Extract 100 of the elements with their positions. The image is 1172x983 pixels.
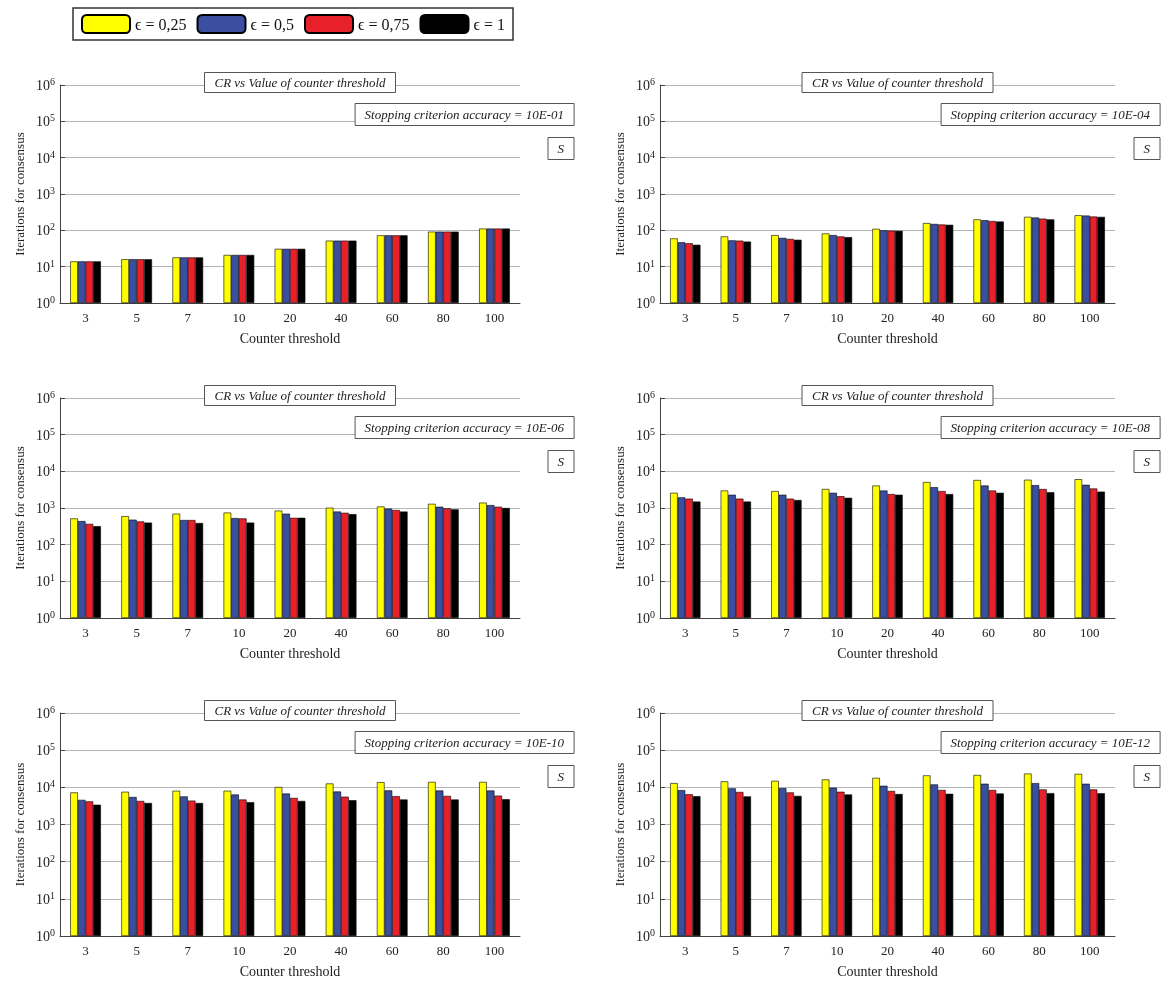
text: S xyxy=(1143,769,1151,784)
x-tick-label: 100 xyxy=(484,310,505,325)
y-tick-label: 10$^{5}$ xyxy=(36,111,55,130)
y-tick-label: 10$^{3}$ xyxy=(36,815,55,833)
x-tick-label: 10 xyxy=(232,943,246,958)
annotation: Stopping criterion accuracy = 10E-01 xyxy=(364,107,565,122)
legend-label: ϵ = 0,5 xyxy=(250,15,294,33)
x-tick-label: 60 xyxy=(385,310,399,325)
y-tick-label: 10$^{2}$ xyxy=(636,852,655,870)
y-tick-label: 10$^{5}$ xyxy=(36,740,55,759)
y-tick-label: 10$^{4}$ xyxy=(636,148,655,166)
annotation: Stopping criterion accuracy = 10E-08 xyxy=(950,420,1151,435)
text: S xyxy=(557,141,565,156)
annotation: Stopping criterion accuracy = 10E-06 xyxy=(364,420,565,435)
x-tick-label: 3 xyxy=(82,310,89,325)
x-tick-label: 40 xyxy=(931,943,945,958)
y-tick-label: 10$^{1}$ xyxy=(36,571,55,590)
x-tick-label: 100 xyxy=(484,943,505,958)
text: S xyxy=(1143,454,1151,469)
y-tick-label: 10$^{0}$ xyxy=(636,926,655,944)
x-tick-label: 100 xyxy=(1079,310,1100,325)
x-axis-title: Counter threshold xyxy=(239,963,341,979)
x-tick-label: 20 xyxy=(283,625,297,640)
x-tick-label: 60 xyxy=(982,625,996,640)
x-tick-label: 7 xyxy=(783,943,791,958)
y-tick-label: 10$^{2}$ xyxy=(36,535,55,553)
x-tick-label: 5 xyxy=(732,625,740,640)
x-axis-title: Counter threshold xyxy=(239,330,341,346)
x-tick-label: 40 xyxy=(334,943,348,958)
y-tick-label: 10$^{5}$ xyxy=(636,425,655,443)
x-tick-label: 10 xyxy=(232,625,246,640)
text: S xyxy=(1143,141,1151,156)
x-tick-label: 40 xyxy=(334,625,348,640)
y-tick-label: 10$^{3}$ xyxy=(636,184,655,202)
y-tick-label: 10$^{0}$ xyxy=(636,608,655,626)
x-tick-label: 20 xyxy=(881,310,894,325)
x-tick-label: 80 xyxy=(436,943,450,958)
x-tick-label: 10 xyxy=(830,310,844,325)
y-tick-label: 10$^{0}$ xyxy=(636,293,655,311)
x-tick-label: 3 xyxy=(82,943,89,958)
x-tick-label: 20 xyxy=(283,943,297,958)
annotation: Stopping criterion accuracy = 10E-10 xyxy=(364,735,565,750)
legend-label: ϵ = 0,75 xyxy=(358,15,410,33)
y-tick-label: 10$^{4}$ xyxy=(636,777,655,796)
y-tick-label: 10$^{5}$ xyxy=(636,111,655,130)
x-tick-label: 7 xyxy=(184,625,192,640)
y-tick-label: 10$^{1}$ xyxy=(636,889,655,907)
y-axis-title: Iterations for consensus xyxy=(12,762,27,887)
x-tick-label: 100 xyxy=(484,625,505,640)
y-tick-label: 10$^{2}$ xyxy=(36,220,55,239)
x-tick-label: 10 xyxy=(830,625,844,640)
x-tick-label: 20 xyxy=(881,625,894,640)
x-tick-label: 5 xyxy=(133,310,140,325)
annotation: Stopping criterion accuracy = 10E-12 xyxy=(950,735,1151,750)
chart-title: CR vs Value of counter threshold xyxy=(811,388,984,403)
x-tick-label: 10 xyxy=(830,943,844,958)
chart-title: CR vs Value of counter threshold xyxy=(214,703,387,718)
y-tick-label: 10$^{6}$ xyxy=(636,388,655,406)
x-tick-label: 80 xyxy=(1032,943,1046,958)
y-tick-label: 10$^{6}$ xyxy=(36,388,55,406)
y-tick-label: 10$^{4}$ xyxy=(636,461,655,480)
x-tick-label: 80 xyxy=(1032,310,1046,325)
x-axis-title: Counter threshold xyxy=(837,645,938,661)
chart-title: CR vs Value of counter threshold xyxy=(214,75,387,90)
text: S xyxy=(557,769,565,784)
y-tick-label: 10$^{6}$ xyxy=(36,75,55,93)
x-tick-label: 7 xyxy=(783,310,791,325)
y-tick-label: 10$^{1}$ xyxy=(36,889,55,907)
x-tick-label: 3 xyxy=(682,943,689,958)
x-tick-label: 5 xyxy=(133,625,140,640)
y-tick-label: 10$^{6}$ xyxy=(636,703,655,721)
y-tick-label: 10$^{6}$ xyxy=(36,703,55,721)
y-tick-label: 10$^{2}$ xyxy=(636,220,655,239)
chart-title: CR vs Value of counter threshold xyxy=(811,703,984,718)
x-tick-label: 60 xyxy=(982,310,996,325)
y-tick-label: 10$^{4}$ xyxy=(36,777,55,796)
x-tick-label: 7 xyxy=(184,310,192,325)
y-tick-label: 10$^{3}$ xyxy=(36,498,55,516)
y-tick-label: 10$^{0}$ xyxy=(36,293,55,311)
y-axis-title: Iterations for consensus xyxy=(12,132,27,256)
y-tick-label: 10$^{0}$ xyxy=(36,926,55,944)
y-tick-label: 10$^{4}$ xyxy=(36,461,55,480)
y-axis-title: Iterations for consensus xyxy=(12,446,27,570)
x-tick-label: 5 xyxy=(732,310,740,325)
x-tick-label: 3 xyxy=(82,625,89,640)
y-axis-title: Iterations for consensus xyxy=(612,446,627,570)
legend-label: ϵ = 1 xyxy=(473,15,505,33)
y-tick-label: 10$^{3}$ xyxy=(636,815,655,833)
x-tick-label: 80 xyxy=(436,625,450,640)
x-tick-label: 40 xyxy=(334,310,348,325)
x-tick-label: 40 xyxy=(931,310,945,325)
annotation: Stopping criterion accuracy = 10E-04 xyxy=(950,107,1151,122)
x-tick-label: 60 xyxy=(982,943,996,958)
x-tick-label: 3 xyxy=(682,310,689,325)
x-tick-label: 3 xyxy=(682,625,689,640)
x-tick-label: 10 xyxy=(232,310,246,325)
y-tick-label: 10$^{5}$ xyxy=(36,425,55,443)
y-tick-label: 10$^{2}$ xyxy=(636,535,655,553)
y-tick-label: 10$^{1}$ xyxy=(36,257,55,275)
x-tick-label: 7 xyxy=(783,625,791,640)
